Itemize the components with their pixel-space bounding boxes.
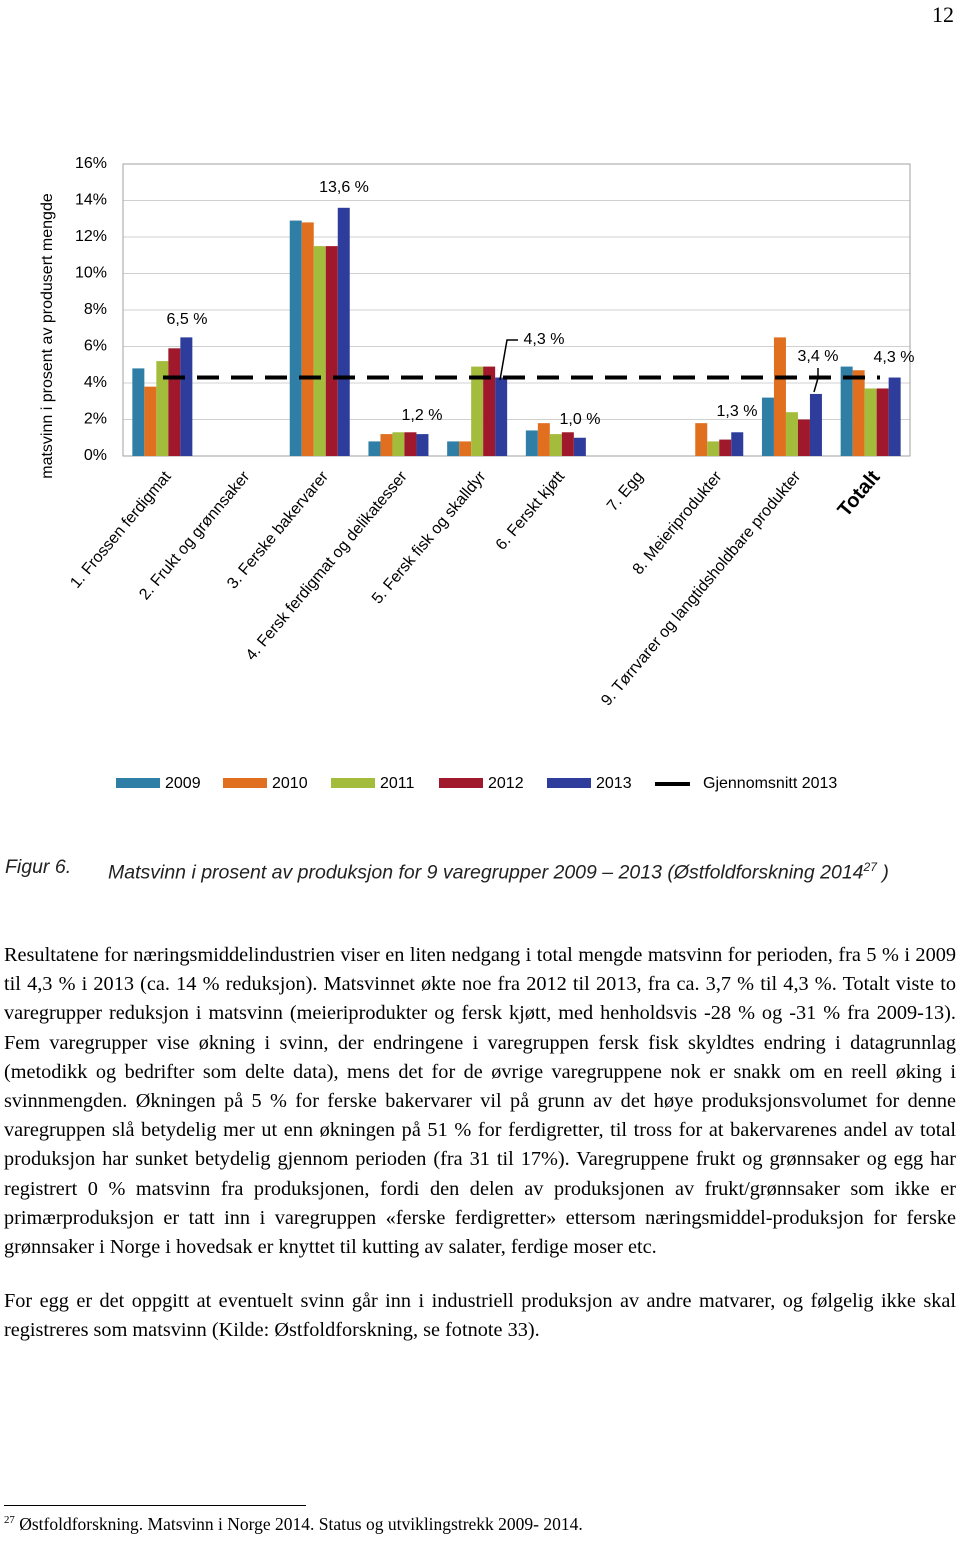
- annotation: 13,6 %: [319, 179, 369, 196]
- body-text: Resultatene for næringsmiddelindustrien …: [4, 941, 956, 1371]
- bar: [447, 441, 460, 456]
- bar: [313, 246, 326, 456]
- x-tick-label: 6. Ferskt kjøtt: [493, 468, 569, 554]
- paragraph: For egg er det oppgitt at eventuelt svin…: [4, 1290, 956, 1342]
- bar: [864, 388, 877, 456]
- bar: [695, 423, 708, 456]
- caption: Figur 6. Matsvinn i prosent av produksjo…: [5, 852, 955, 888]
- bar: [852, 370, 865, 456]
- annotation: 1,0 %: [560, 411, 601, 428]
- bar: [761, 397, 774, 456]
- bar: [549, 434, 562, 456]
- x-tick-label: Totalt: [834, 466, 885, 521]
- y-tick-label: 8%: [84, 301, 107, 318]
- bar: [731, 432, 744, 456]
- bar: [707, 441, 720, 456]
- bar: [459, 441, 472, 456]
- bar: [156, 361, 169, 456]
- annotation: 4,3 %: [524, 331, 565, 348]
- bar: [416, 434, 429, 456]
- bar: [773, 337, 786, 456]
- annotation-leader: [499, 339, 518, 381]
- caption-body: Matsvinn i prosent av produksjon for 9 v…: [108, 861, 864, 884]
- bar: [561, 432, 574, 456]
- bar: [797, 419, 810, 456]
- bar: [289, 220, 302, 456]
- x-tick-label: 7. Egg: [604, 468, 647, 514]
- bar: [495, 377, 508, 456]
- x-tick-label: 8. Meieriprodukter: [630, 468, 726, 578]
- legend-label: 2012: [488, 775, 524, 792]
- y-tick-label: 12%: [75, 228, 107, 245]
- legend-swatch: [439, 778, 483, 788]
- caption-text: Matsvinn i prosent av produksjon for 9 v…: [108, 852, 889, 888]
- y-tick-label: 6%: [84, 338, 107, 355]
- y-tick-label: 14%: [75, 192, 107, 209]
- bar: [483, 366, 496, 456]
- bar: [876, 388, 889, 456]
- chart: matsvinn i prosent av produsert mengde 0…: [39, 155, 915, 792]
- bar: [337, 207, 350, 456]
- legend-swatch: [223, 778, 267, 788]
- bar: [840, 366, 853, 456]
- y-tick-label: 10%: [75, 265, 107, 282]
- legend-swatch: [547, 778, 591, 788]
- x-tick-label: 4. Fersk ferdigmat og delikatesser: [243, 468, 411, 664]
- annotation: 3,4 %: [798, 348, 839, 365]
- y-tick-label: 2%: [84, 411, 107, 428]
- legend-label: 2010: [272, 775, 308, 792]
- footnote-rule: [4, 1505, 306, 1506]
- legend-swatch: [116, 778, 160, 788]
- legend-swatch: [331, 778, 375, 788]
- bar: [525, 430, 538, 456]
- bar: [301, 222, 314, 456]
- footnote-number: 27: [4, 1514, 15, 1527]
- bar: [471, 366, 484, 456]
- y-tick-label: 4%: [84, 374, 107, 391]
- footnote-text: Østfoldforskning. Matsvinn i Norge 2014.…: [19, 1514, 583, 1534]
- legend-label: 2011: [380, 775, 415, 792]
- y-tick-label: 0%: [84, 447, 107, 464]
- footnote: 27 Østfoldforskning. Matsvinn i Norge 20…: [4, 1514, 583, 1535]
- bar: [573, 437, 586, 456]
- legend-label: 2009: [165, 775, 201, 792]
- bar: [168, 348, 181, 456]
- bar: [785, 412, 798, 456]
- bar: [392, 432, 405, 456]
- caption-label: Figur 6.: [5, 856, 72, 878]
- bar: [132, 368, 145, 456]
- annotation: 6,5 %: [167, 311, 208, 328]
- plot-border: [122, 163, 911, 457]
- bar: [144, 386, 157, 456]
- legend-label: Gjennomsnitt 2013: [703, 775, 837, 792]
- annotation: 4,3 %: [874, 349, 915, 366]
- bar: [719, 439, 732, 456]
- bar: [325, 246, 338, 456]
- annotation: 1,3 %: [717, 403, 758, 420]
- caption-close: ): [882, 861, 889, 884]
- bar: [380, 434, 393, 456]
- y-axis-title: matsvinn i prosent av produsert mengde: [39, 193, 56, 479]
- paragraph: Resultatene for næringsmiddelindustrien …: [4, 944, 956, 1259]
- y-tick-label: 16%: [75, 155, 107, 172]
- bar: [404, 432, 417, 456]
- bar: [888, 377, 901, 456]
- page-number: 12: [932, 2, 954, 27]
- bar: [180, 337, 193, 456]
- bar: [537, 423, 550, 456]
- annotation-leader: [813, 368, 819, 393]
- bar: [368, 441, 381, 456]
- legend-label: 2013: [596, 775, 632, 792]
- annotation: 1,2 %: [402, 407, 443, 424]
- caption-ref: 27: [863, 860, 877, 874]
- bar: [809, 393, 822, 456]
